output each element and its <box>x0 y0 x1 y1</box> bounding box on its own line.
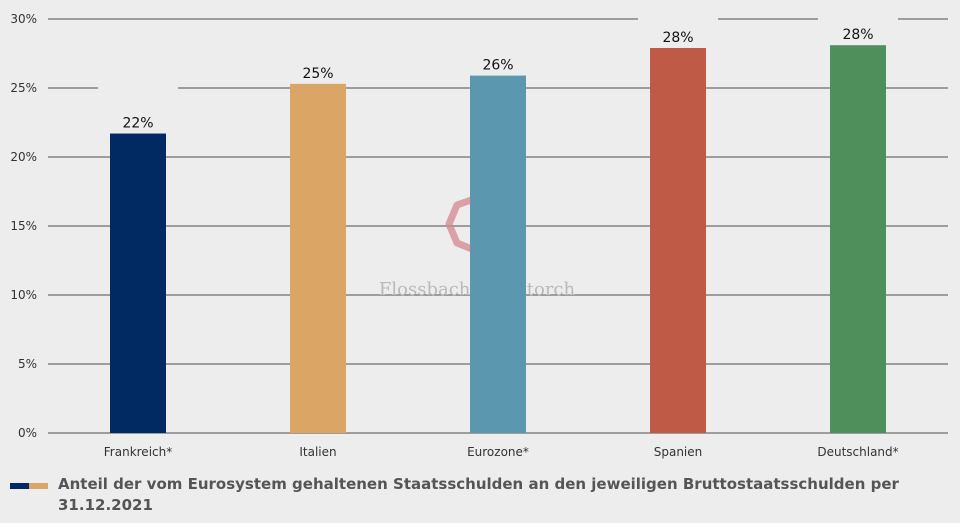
y-tick-label: 10% <box>10 288 37 302</box>
legend-swatch-orange <box>29 483 48 489</box>
bar-frankreich <box>110 133 166 434</box>
bar-chart: 0%5%10%15%20%25%30% Flossbach von Storch… <box>10 12 948 459</box>
data-label: 28% <box>662 30 693 46</box>
bar-deutschland <box>830 45 886 433</box>
bar-eurozone <box>470 75 526 433</box>
y-tick-label: 25% <box>10 81 37 95</box>
x-tick-label: Eurozone* <box>467 445 529 459</box>
legend-swatch-navy <box>10 483 29 489</box>
x-tick-label: Deutschland* <box>817 445 898 459</box>
bar-spanien <box>650 47 706 433</box>
x-tick-label: Spanien <box>654 445 703 459</box>
y-tick-label: 20% <box>10 150 37 164</box>
x-tick-label: Italien <box>299 445 336 459</box>
data-label: 25% <box>302 66 333 82</box>
data-label: 22% <box>122 116 153 132</box>
bars: 22% 25% 26% 28% 28% <box>98 18 898 434</box>
y-tick-label: 30% <box>10 12 37 26</box>
x-tick-label: Frankreich* <box>104 445 172 459</box>
y-axis: 0% 5% 10% 15% 20% 25% 30% <box>10 12 37 440</box>
x-axis: Frankreich* Italien Eurozone* Spanien Deutsc… <box>104 445 899 459</box>
y-tick-label: 5% <box>18 357 37 371</box>
y-tick-label: 15% <box>10 219 37 233</box>
legend-text: Anteil der vom Eurosystem gehaltenen Sta… <box>58 475 899 514</box>
bar-italien <box>290 83 346 434</box>
legend-swatches <box>10 483 48 489</box>
y-tick-label: 0% <box>18 426 37 440</box>
data-label: 28% <box>842 27 873 43</box>
data-label: 26% <box>482 58 513 74</box>
legend: Anteil der vom Eurosystem gehaltenen Sta… <box>10 474 950 516</box>
